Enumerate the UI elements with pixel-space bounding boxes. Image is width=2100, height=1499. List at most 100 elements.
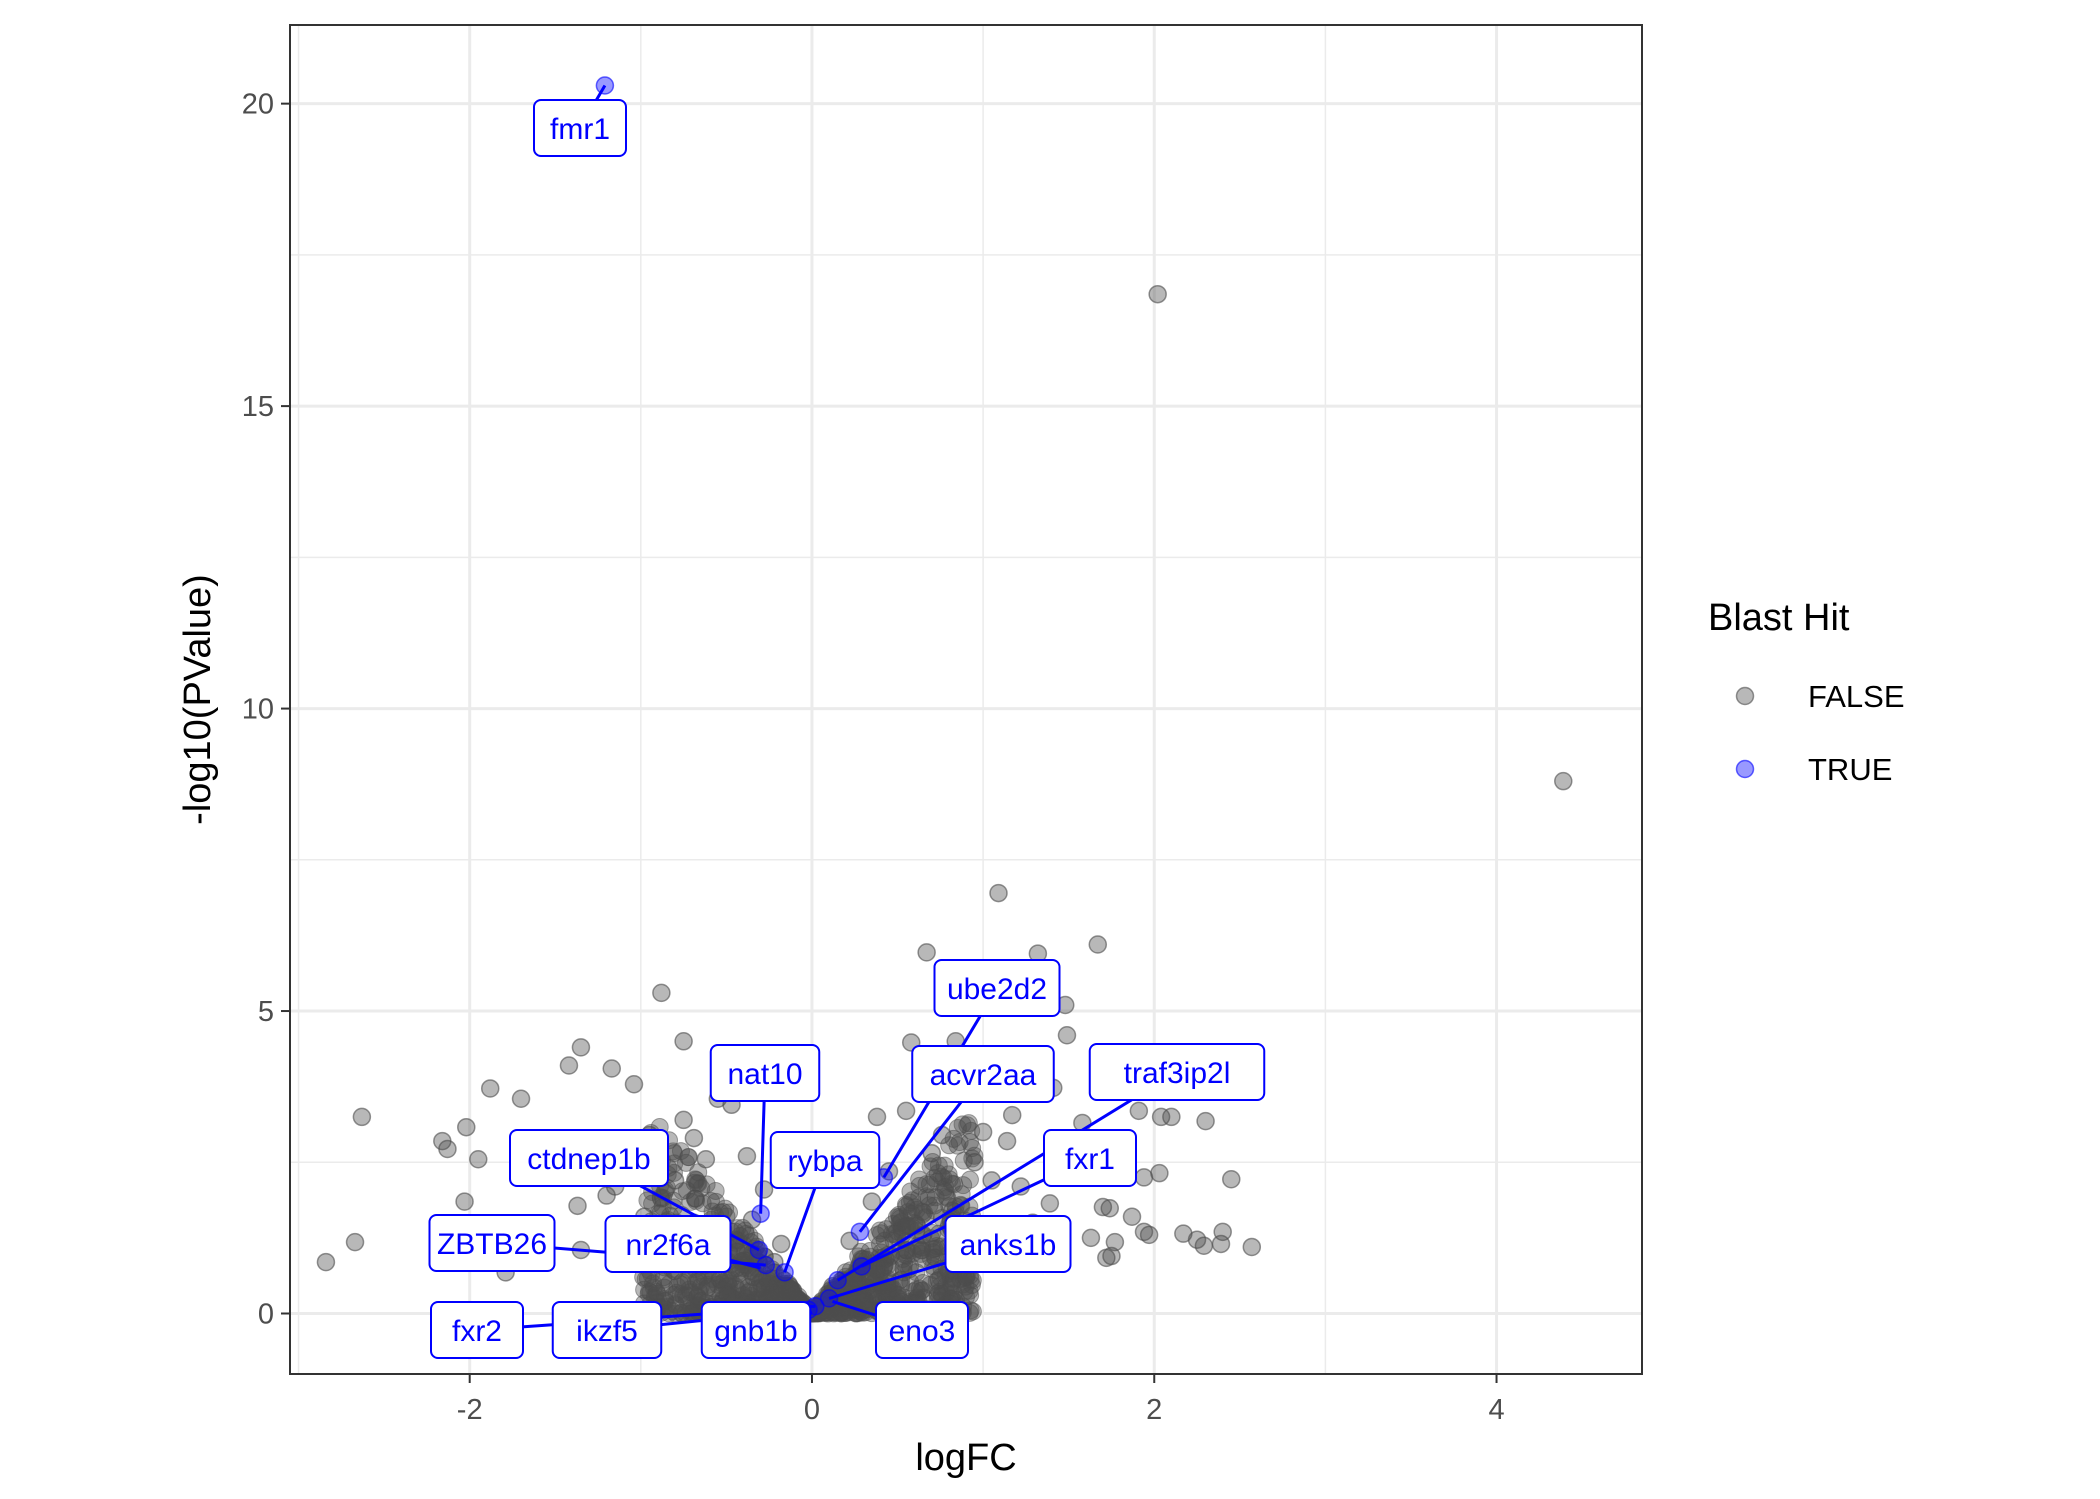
data-point-false <box>686 1189 705 1208</box>
data-point-false <box>1162 1107 1181 1127</box>
data-point-false <box>684 1128 704 1148</box>
data-point-background <box>757 1269 776 1288</box>
y-axis-title: -log10(PValue) <box>177 574 219 825</box>
data-point-background <box>692 1179 711 1198</box>
gene-label-box <box>551 1301 663 1359</box>
gene-label: acvr2aa <box>930 1059 1037 1092</box>
gene-label-box <box>533 99 627 157</box>
data-point-background <box>940 1136 959 1155</box>
data-point-false <box>696 1149 716 1169</box>
y-tick-label: 20 <box>242 89 274 121</box>
gene-label: fmr1 <box>550 113 610 146</box>
data-point-background <box>668 1277 687 1296</box>
data-point-false <box>896 1101 916 1121</box>
data-point-false <box>862 1192 882 1211</box>
data-point-background <box>960 1170 979 1189</box>
data-point-false <box>782 1280 801 1299</box>
gene-label-box <box>875 1301 969 1359</box>
data-point-false <box>1554 771 1573 791</box>
gene-labels: fmr1 ube2d2 nat10 acvr2aa traf3ip2l ctdnep1b r… <box>428 84 1266 1359</box>
gene-label-box <box>509 1129 669 1187</box>
data-point-false <box>1134 1222 1154 1242</box>
legend-title: Blast Hit <box>1708 597 1850 639</box>
x-axis-title: logFC <box>915 1437 1016 1479</box>
data-point-false <box>469 1149 488 1169</box>
data-point-background <box>671 1275 690 1294</box>
gene-label: eno3 <box>889 1315 956 1348</box>
data-point-false <box>989 883 1008 903</box>
data-point-false <box>571 1038 591 1057</box>
x-tick-label: -2 <box>457 1394 483 1426</box>
data-point-false <box>1093 1197 1113 1217</box>
gene-label: ctdnep1b <box>527 1143 650 1176</box>
data-point-background <box>959 1114 978 1133</box>
data-point-false <box>1102 1246 1121 1266</box>
data-point-false <box>754 1180 774 1199</box>
data-point-false <box>480 1079 500 1098</box>
data-point-false <box>1057 1025 1077 1045</box>
gene-label-box <box>1043 1129 1137 1187</box>
data-point-false <box>665 1171 685 1190</box>
legend-label: FALSE <box>1808 679 1905 714</box>
data-point-false <box>1134 1168 1154 1187</box>
gene-label-box <box>769 1131 881 1189</box>
x-tick-label: 2 <box>1146 1394 1162 1426</box>
data-point-false <box>1222 1169 1241 1189</box>
data-point-background <box>698 1275 717 1294</box>
gene-label-box <box>1088 1043 1266 1101</box>
gene-label: ube2d2 <box>947 973 1047 1006</box>
data-point-false <box>511 1089 531 1109</box>
data-point-false <box>973 1122 993 1142</box>
data-point-false <box>867 1107 887 1127</box>
data-point-background <box>901 1182 920 1201</box>
gene-label-box <box>700 1301 812 1359</box>
data-point-background <box>927 1272 946 1291</box>
data-point-background <box>913 1281 932 1300</box>
data-point-background <box>965 1146 984 1165</box>
data-point-false <box>1105 1232 1125 1252</box>
data-point-false <box>737 1146 757 1166</box>
data-point-background <box>942 1174 961 1193</box>
data-point-false <box>602 1059 621 1078</box>
data-point-false <box>1242 1237 1262 1257</box>
data-point-false <box>1211 1234 1231 1254</box>
data-point-false <box>559 1056 579 1075</box>
gene-label: anks1b <box>960 1229 1057 1262</box>
x-tick-label: 0 <box>804 1394 820 1426</box>
data-point-false <box>771 1234 791 1254</box>
gene-label-box <box>944 1215 1072 1273</box>
data-point-background <box>950 1133 969 1152</box>
data-point-background <box>891 1209 910 1228</box>
data-point-false <box>568 1196 587 1216</box>
gene-label: fxr1 <box>1065 1143 1115 1176</box>
data-point-false <box>997 1131 1017 1151</box>
legend: Blast Hit FALSE TRUE <box>1708 597 1905 787</box>
gene-label: ZBTB26 <box>437 1228 547 1261</box>
data-point-false <box>316 1252 336 1272</box>
data-point-false <box>1194 1236 1214 1256</box>
data-point-false <box>1081 1228 1101 1248</box>
data-point-background <box>706 1192 725 1211</box>
data-point-background <box>882 1224 901 1243</box>
y-tick-label: 15 <box>242 391 274 423</box>
legend-key <box>1735 686 1755 706</box>
gene-label-box <box>428 1214 556 1272</box>
data-point-background <box>910 1176 929 1195</box>
data-point-false <box>1100 1198 1120 1218</box>
data-point-false <box>965 1153 984 1172</box>
data-point-false <box>674 1110 693 1130</box>
data-point-false <box>1148 284 1167 304</box>
data-point-false <box>1129 1101 1149 1121</box>
data-point-background <box>961 1133 980 1152</box>
gene-label-box <box>430 1301 524 1359</box>
gene-label: traf3ip2l <box>1124 1057 1231 1090</box>
data-point-false <box>922 1143 942 1163</box>
data-point-false <box>1040 1194 1060 1213</box>
data-point-background <box>713 1280 732 1299</box>
data-point-background <box>942 1276 961 1295</box>
data-point-false <box>438 1139 457 1159</box>
data-point-false <box>1088 935 1108 954</box>
data-point-false <box>1002 1105 1022 1125</box>
data-point-false <box>352 1107 372 1127</box>
